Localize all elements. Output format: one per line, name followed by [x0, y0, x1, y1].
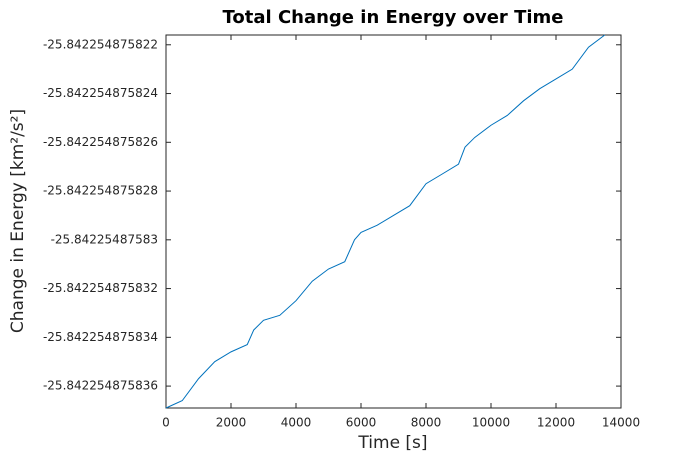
x-axis-label: Time [s] [357, 433, 427, 453]
y-tick-label: -25.842254875836 [43, 379, 158, 393]
data-line [165, 34, 606, 409]
x-tick-label: 4000 [281, 416, 312, 430]
y-tick-label: -25.842254875832 [43, 281, 158, 295]
y-tick-label: -25.842254875826 [43, 135, 158, 149]
chart-title: Total Change in Energy over Time [223, 7, 564, 28]
x-tick-label: 10000 [472, 416, 510, 430]
plot-area [165, 34, 622, 409]
y-tick-label: -25.84225487583 [51, 232, 158, 246]
x-tick-label: 6000 [346, 416, 377, 430]
x-tick-label: 0 [162, 416, 170, 430]
y-tick-label: -25.842254875834 [43, 330, 158, 344]
y-axis-label: Change in Energy [km²/s²] [8, 109, 28, 333]
x-tick-label: 12000 [537, 416, 575, 430]
y-tick-label: -25.842254875828 [43, 184, 158, 198]
x-tick-label: 14000 [602, 416, 640, 430]
x-tick-label: 2000 [216, 416, 247, 430]
x-tick-label: 8000 [411, 416, 442, 430]
y-tick-label: -25.842254875824 [43, 86, 158, 100]
y-tick-label: -25.842254875822 [43, 37, 158, 51]
